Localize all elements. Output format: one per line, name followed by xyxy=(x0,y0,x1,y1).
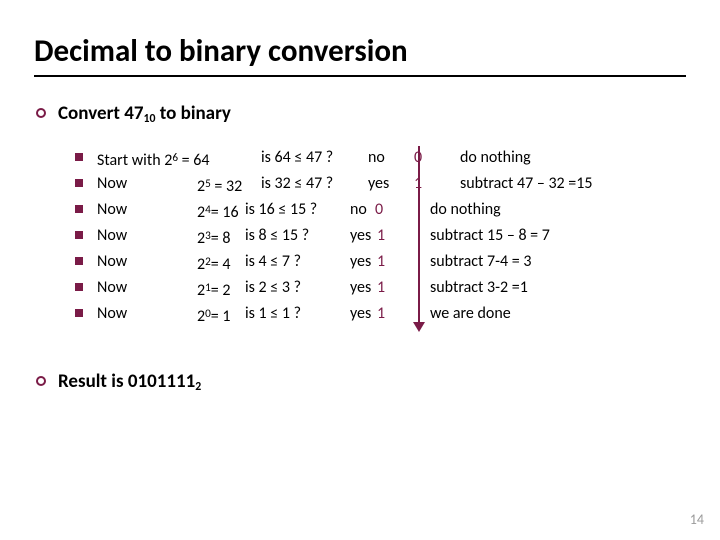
convert-prefix: Convert 47 xyxy=(58,102,143,125)
cell-word: Now xyxy=(97,197,127,223)
result-line: Result is 01011112 xyxy=(36,370,201,394)
cell-action: do nothing xyxy=(460,145,531,171)
cell-pow: 21= 2 xyxy=(197,275,230,304)
title-underline xyxy=(34,75,686,77)
cell-word: Now xyxy=(97,223,127,249)
cell-word: Start with 26 = 64 xyxy=(97,145,209,174)
cell-pow: 22= 4 xyxy=(197,249,230,278)
cell-word: Now xyxy=(97,249,127,275)
cell-word: Now xyxy=(97,301,127,327)
cell-ask: is 16 ≤ 15 ? xyxy=(245,197,317,223)
cell-word: Now xyxy=(97,275,127,301)
cell-pow: 23= 8 xyxy=(197,223,230,252)
cell-ask: is 4 ≤ 7 ? xyxy=(245,249,301,275)
cell-bit: 1 xyxy=(377,275,385,301)
cell-bit: 1 xyxy=(377,301,385,327)
cell-action: subtract 3-2 =1 xyxy=(430,275,528,301)
cell-ask: is 2 ≤ 3 ? xyxy=(245,275,301,301)
cell-word: Now xyxy=(97,171,127,197)
cell-pow: 25 = 32 xyxy=(197,171,242,200)
convert-line: Convert 4710 to binary xyxy=(36,102,231,126)
bullet-square-icon xyxy=(75,283,83,291)
slide-title: Decimal to binary conversion xyxy=(34,32,408,70)
arrow-line xyxy=(418,146,420,324)
bullet-circle-icon xyxy=(36,376,46,386)
bullet-square-icon xyxy=(75,257,83,265)
cell-yn: yes xyxy=(350,301,371,327)
cell-yn: yes xyxy=(368,171,389,197)
cell-ask: is 64 ≤ 47 ? xyxy=(261,145,333,171)
convert-suffix: to binary xyxy=(155,102,230,125)
cell-pow: 24= 16 xyxy=(197,197,239,226)
cell-yn: yes xyxy=(350,249,371,275)
cell-action: subtract 47 – 32 =15 xyxy=(460,171,592,197)
bullet-square-icon xyxy=(75,231,83,239)
cell-bit: 1 xyxy=(377,249,385,275)
cell-yn: no xyxy=(368,145,385,171)
bullet-square-icon xyxy=(75,179,83,187)
cell-action: subtract 15 – 8 = 7 xyxy=(430,223,550,249)
bullet-square-icon xyxy=(75,309,83,317)
cell-action: we are done xyxy=(430,301,511,327)
cell-pow: 20= 1 xyxy=(197,301,230,330)
bullet-circle-icon xyxy=(36,108,46,118)
cell-ask: is 8 ≤ 15 ? xyxy=(245,223,309,249)
result-sub: 2 xyxy=(195,380,201,394)
cell-yn: no xyxy=(350,197,367,223)
bullet-square-icon xyxy=(75,205,83,213)
cell-bit: 1 xyxy=(377,223,385,249)
arrow-down-icon xyxy=(413,322,425,332)
cell-action: subtract 7-4 = 3 xyxy=(430,249,531,275)
cell-ask: is 32 ≤ 47 ? xyxy=(261,171,333,197)
cell-yn: yes xyxy=(350,275,371,301)
cell-yn: yes xyxy=(350,223,371,249)
result-prefix: Result is 0101111 xyxy=(58,370,195,393)
bullet-square-icon xyxy=(75,153,83,161)
cell-ask: is 1 ≤ 1 ? xyxy=(245,301,301,327)
cell-action: do nothing xyxy=(430,197,501,223)
cell-bit: 0 xyxy=(375,197,383,223)
convert-sub: 10 xyxy=(143,112,155,126)
page-number: 14 xyxy=(690,511,704,528)
